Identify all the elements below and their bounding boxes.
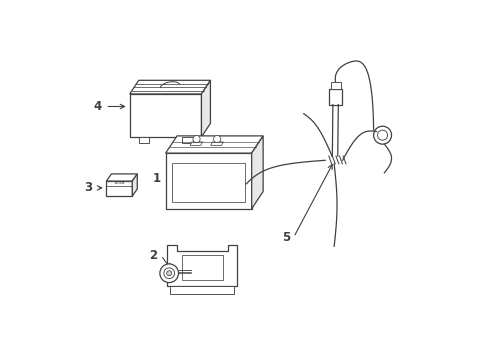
Circle shape bbox=[166, 271, 171, 276]
Text: 3: 3 bbox=[84, 181, 92, 194]
Polygon shape bbox=[182, 255, 223, 280]
Polygon shape bbox=[201, 80, 210, 137]
Polygon shape bbox=[106, 174, 137, 181]
Text: 5: 5 bbox=[281, 231, 289, 244]
Circle shape bbox=[213, 135, 220, 143]
Polygon shape bbox=[167, 244, 237, 286]
Polygon shape bbox=[129, 94, 201, 137]
Circle shape bbox=[193, 135, 200, 143]
Polygon shape bbox=[182, 137, 192, 143]
FancyBboxPatch shape bbox=[328, 89, 342, 105]
Circle shape bbox=[377, 130, 387, 140]
FancyBboxPatch shape bbox=[330, 82, 340, 89]
Text: 1: 1 bbox=[152, 172, 161, 185]
Polygon shape bbox=[132, 174, 137, 196]
Polygon shape bbox=[129, 80, 210, 94]
Polygon shape bbox=[170, 286, 234, 294]
Polygon shape bbox=[172, 163, 244, 202]
Polygon shape bbox=[165, 153, 251, 209]
Polygon shape bbox=[106, 181, 132, 196]
Circle shape bbox=[373, 126, 391, 144]
Polygon shape bbox=[251, 136, 263, 209]
Text: 2: 2 bbox=[149, 249, 157, 262]
Circle shape bbox=[163, 268, 174, 279]
Polygon shape bbox=[190, 142, 202, 145]
Circle shape bbox=[160, 264, 178, 283]
Polygon shape bbox=[210, 142, 223, 145]
Text: 4: 4 bbox=[93, 100, 102, 113]
Text: 100A: 100A bbox=[114, 181, 125, 185]
Polygon shape bbox=[165, 136, 263, 153]
Polygon shape bbox=[139, 137, 148, 143]
